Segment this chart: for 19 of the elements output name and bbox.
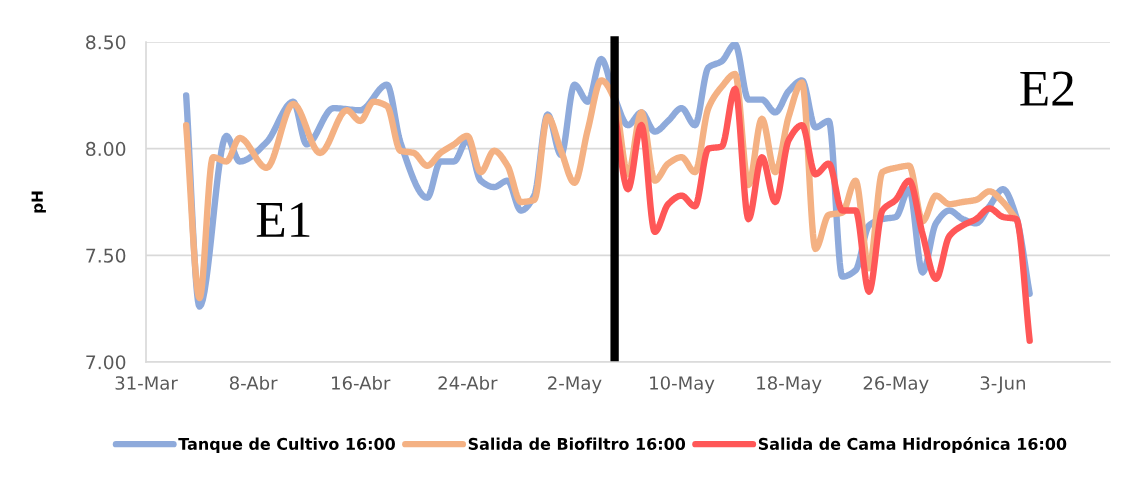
y-tick-label: 7.50 [86,248,126,263]
x-tick-label: 24-Abr [438,375,498,390]
x-tick-label: 26-May [863,376,929,394]
annotation: E1 [256,202,310,237]
y-axis-title: pH [31,191,46,213]
x-tick-label: 8-Abr [229,375,278,390]
x-tick-label: 10-May [650,376,715,394]
legend-label: Salida de Cama Hidropónica 16:00 [758,436,1067,454]
x-tick-label: 16-Abr [332,375,391,390]
x-tick-label: 18-May [757,376,822,394]
y-tick-label: 8.00 [86,141,126,157]
x-tick-label: 2-May [548,376,602,394]
legend-label: Tanque de Cultivo 16:00 [178,437,395,454]
y-tick-label: 7.00 [86,355,126,370]
x-tick-label: 3-Jun [980,376,1025,394]
x-tick-label: 31-Mar [115,376,178,390]
y-tick-label: 8.50 [86,35,126,50]
annotation: E2 [1020,71,1074,106]
legend-label: Salida de Biofiltro 16:00 [468,437,686,450]
